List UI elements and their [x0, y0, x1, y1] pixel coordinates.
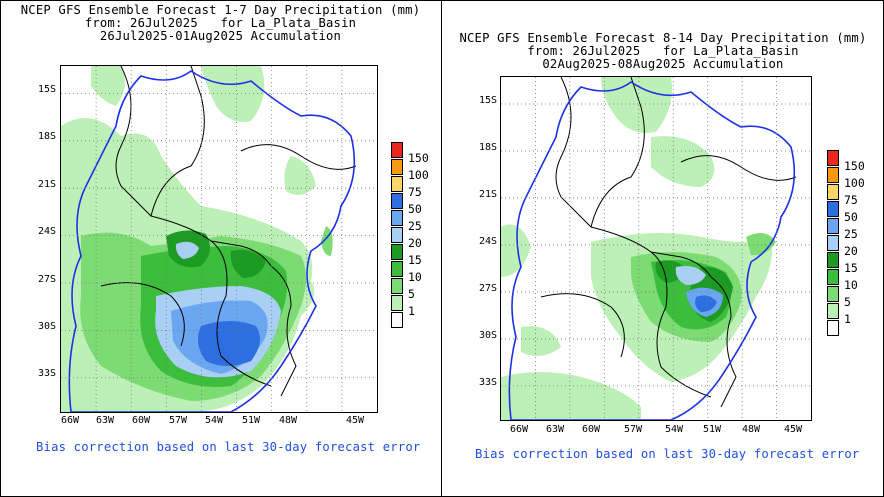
- left-lat-label: 30S: [37, 321, 56, 332]
- legend-label: 100: [844, 176, 865, 190]
- right-precip-shading: [501, 77, 776, 420]
- legend-swatch: [391, 312, 403, 328]
- legend-swatch: [827, 252, 839, 268]
- legend-label: 50: [844, 210, 858, 224]
- right-lon-label: 51W: [702, 424, 722, 435]
- legend-swatch: [827, 201, 839, 217]
- left-lat-label: 21S: [37, 179, 56, 190]
- left-country-borders: [100, 66, 357, 397]
- legend-label: 75: [408, 185, 422, 199]
- legend-swatch: [827, 218, 839, 234]
- legend-label: 25: [408, 219, 422, 233]
- left-lat-label: 27S: [37, 274, 56, 285]
- right-lat-label: 33S: [478, 377, 497, 388]
- right-title-line-3: 02Aug2025-08Aug2025 Accumulation: [542, 57, 784, 71]
- legend-swatch: [391, 193, 403, 209]
- legend-label: 25: [844, 227, 858, 241]
- right-lon-label: 63W: [545, 424, 565, 435]
- legend-label: 5: [844, 295, 851, 309]
- left-title-line-3: 26Jul2025-01Aug2025 Accumulation: [99, 29, 342, 43]
- legend-label: 150: [844, 159, 865, 173]
- right-lat-label: 18S: [478, 142, 497, 153]
- right-lon-label: 57W: [623, 424, 643, 435]
- right-lon-label: 60W: [581, 424, 601, 435]
- legend-swatch: [391, 278, 403, 294]
- left-lat-label: 24S: [37, 226, 56, 237]
- legend-label: 5: [408, 287, 415, 301]
- left-lat-label: 33S: [37, 368, 56, 379]
- left-lon-label: 66W: [60, 415, 80, 426]
- legend-swatch: [391, 176, 403, 192]
- legend-label: 50: [408, 202, 422, 216]
- right-basin-outline: [508, 81, 796, 420]
- right-lat-label: 21S: [478, 189, 497, 200]
- right-lat-label: 15S: [478, 95, 497, 106]
- legend-swatch: [391, 210, 403, 226]
- legend-swatch: [827, 286, 839, 302]
- right-lon-label: 48W: [741, 424, 761, 435]
- left-panel: NCEP GFS Ensemble Forecast 1-7 Day Preci…: [0, 0, 441, 497]
- left-title-line-2: from: 26Jul2025 for La_Plata_Basin: [84, 16, 357, 30]
- legend-label: 20: [844, 244, 858, 258]
- legend-label: 20: [408, 236, 422, 250]
- right-map-svg: [501, 77, 811, 420]
- right-lon-label: 45W: [783, 424, 803, 435]
- legend-label: 1: [408, 304, 415, 318]
- right-lat-label: 24S: [478, 236, 497, 247]
- legend-swatch: [391, 244, 403, 260]
- legend-label: 1: [844, 312, 851, 326]
- left-basin-outline: [68, 70, 356, 412]
- left-precip-map: [60, 65, 378, 413]
- legend-swatch: [391, 159, 403, 175]
- legend-label: 150: [408, 151, 429, 165]
- right-title-line-1: NCEP GFS Ensemble Forecast 8-14 Day Prec…: [459, 31, 867, 45]
- left-lon-label: 60W: [131, 415, 151, 426]
- legend-swatch: [391, 261, 403, 277]
- legend-label: 15: [844, 261, 858, 275]
- legend-label: 75: [844, 193, 858, 207]
- right-title-line-2: from: 26Jul2025 for La_Plata_Basin: [527, 44, 799, 58]
- legend-swatch: [827, 150, 839, 166]
- graticule: [61, 66, 377, 412]
- left-lat-label: 18S: [37, 131, 56, 142]
- legend-swatch: [827, 167, 839, 183]
- left-title-line-1: NCEP GFS Ensemble Forecast 1-7 Day Preci…: [20, 3, 421, 17]
- panel-divider: [441, 0, 442, 497]
- legend-swatch: [827, 303, 839, 319]
- legend-label: 100: [408, 168, 429, 182]
- left-precip-shading: [61, 66, 333, 412]
- legend-swatch: [391, 227, 403, 243]
- legend-label: 10: [844, 278, 858, 292]
- left-lon-label: 54W: [204, 415, 224, 426]
- right-precip-map: [500, 76, 812, 421]
- right-panel: NCEP GFS Ensemble Forecast 8-14 Day Prec…: [442, 0, 884, 497]
- right-lat-label: 30S: [478, 330, 497, 341]
- legend-label: 10: [408, 270, 422, 284]
- right-lon-label: 54W: [664, 424, 684, 435]
- left-lon-label: 45W: [345, 415, 365, 426]
- right-lon-label: 66W: [509, 424, 529, 435]
- legend-swatch: [391, 142, 403, 158]
- left-lon-label: 57W: [168, 415, 188, 426]
- right-bias-note: Bias correction based on last 30-day for…: [475, 447, 860, 461]
- right-lat-label: 27S: [478, 283, 497, 294]
- legend-swatch: [827, 235, 839, 251]
- left-lon-label: 51W: [241, 415, 261, 426]
- left-lon-label: 48W: [278, 415, 298, 426]
- legend-swatch: [827, 269, 839, 285]
- left-map-svg: [61, 66, 377, 412]
- legend-label: 15: [408, 253, 422, 267]
- legend-swatch: [827, 320, 839, 336]
- legend-swatch: [391, 295, 403, 311]
- legend-swatch: [827, 184, 839, 200]
- left-lat-label: 15S: [37, 84, 56, 95]
- left-bias-note: Bias correction based on last 30-day for…: [36, 440, 421, 454]
- left-lon-label: 63W: [95, 415, 115, 426]
